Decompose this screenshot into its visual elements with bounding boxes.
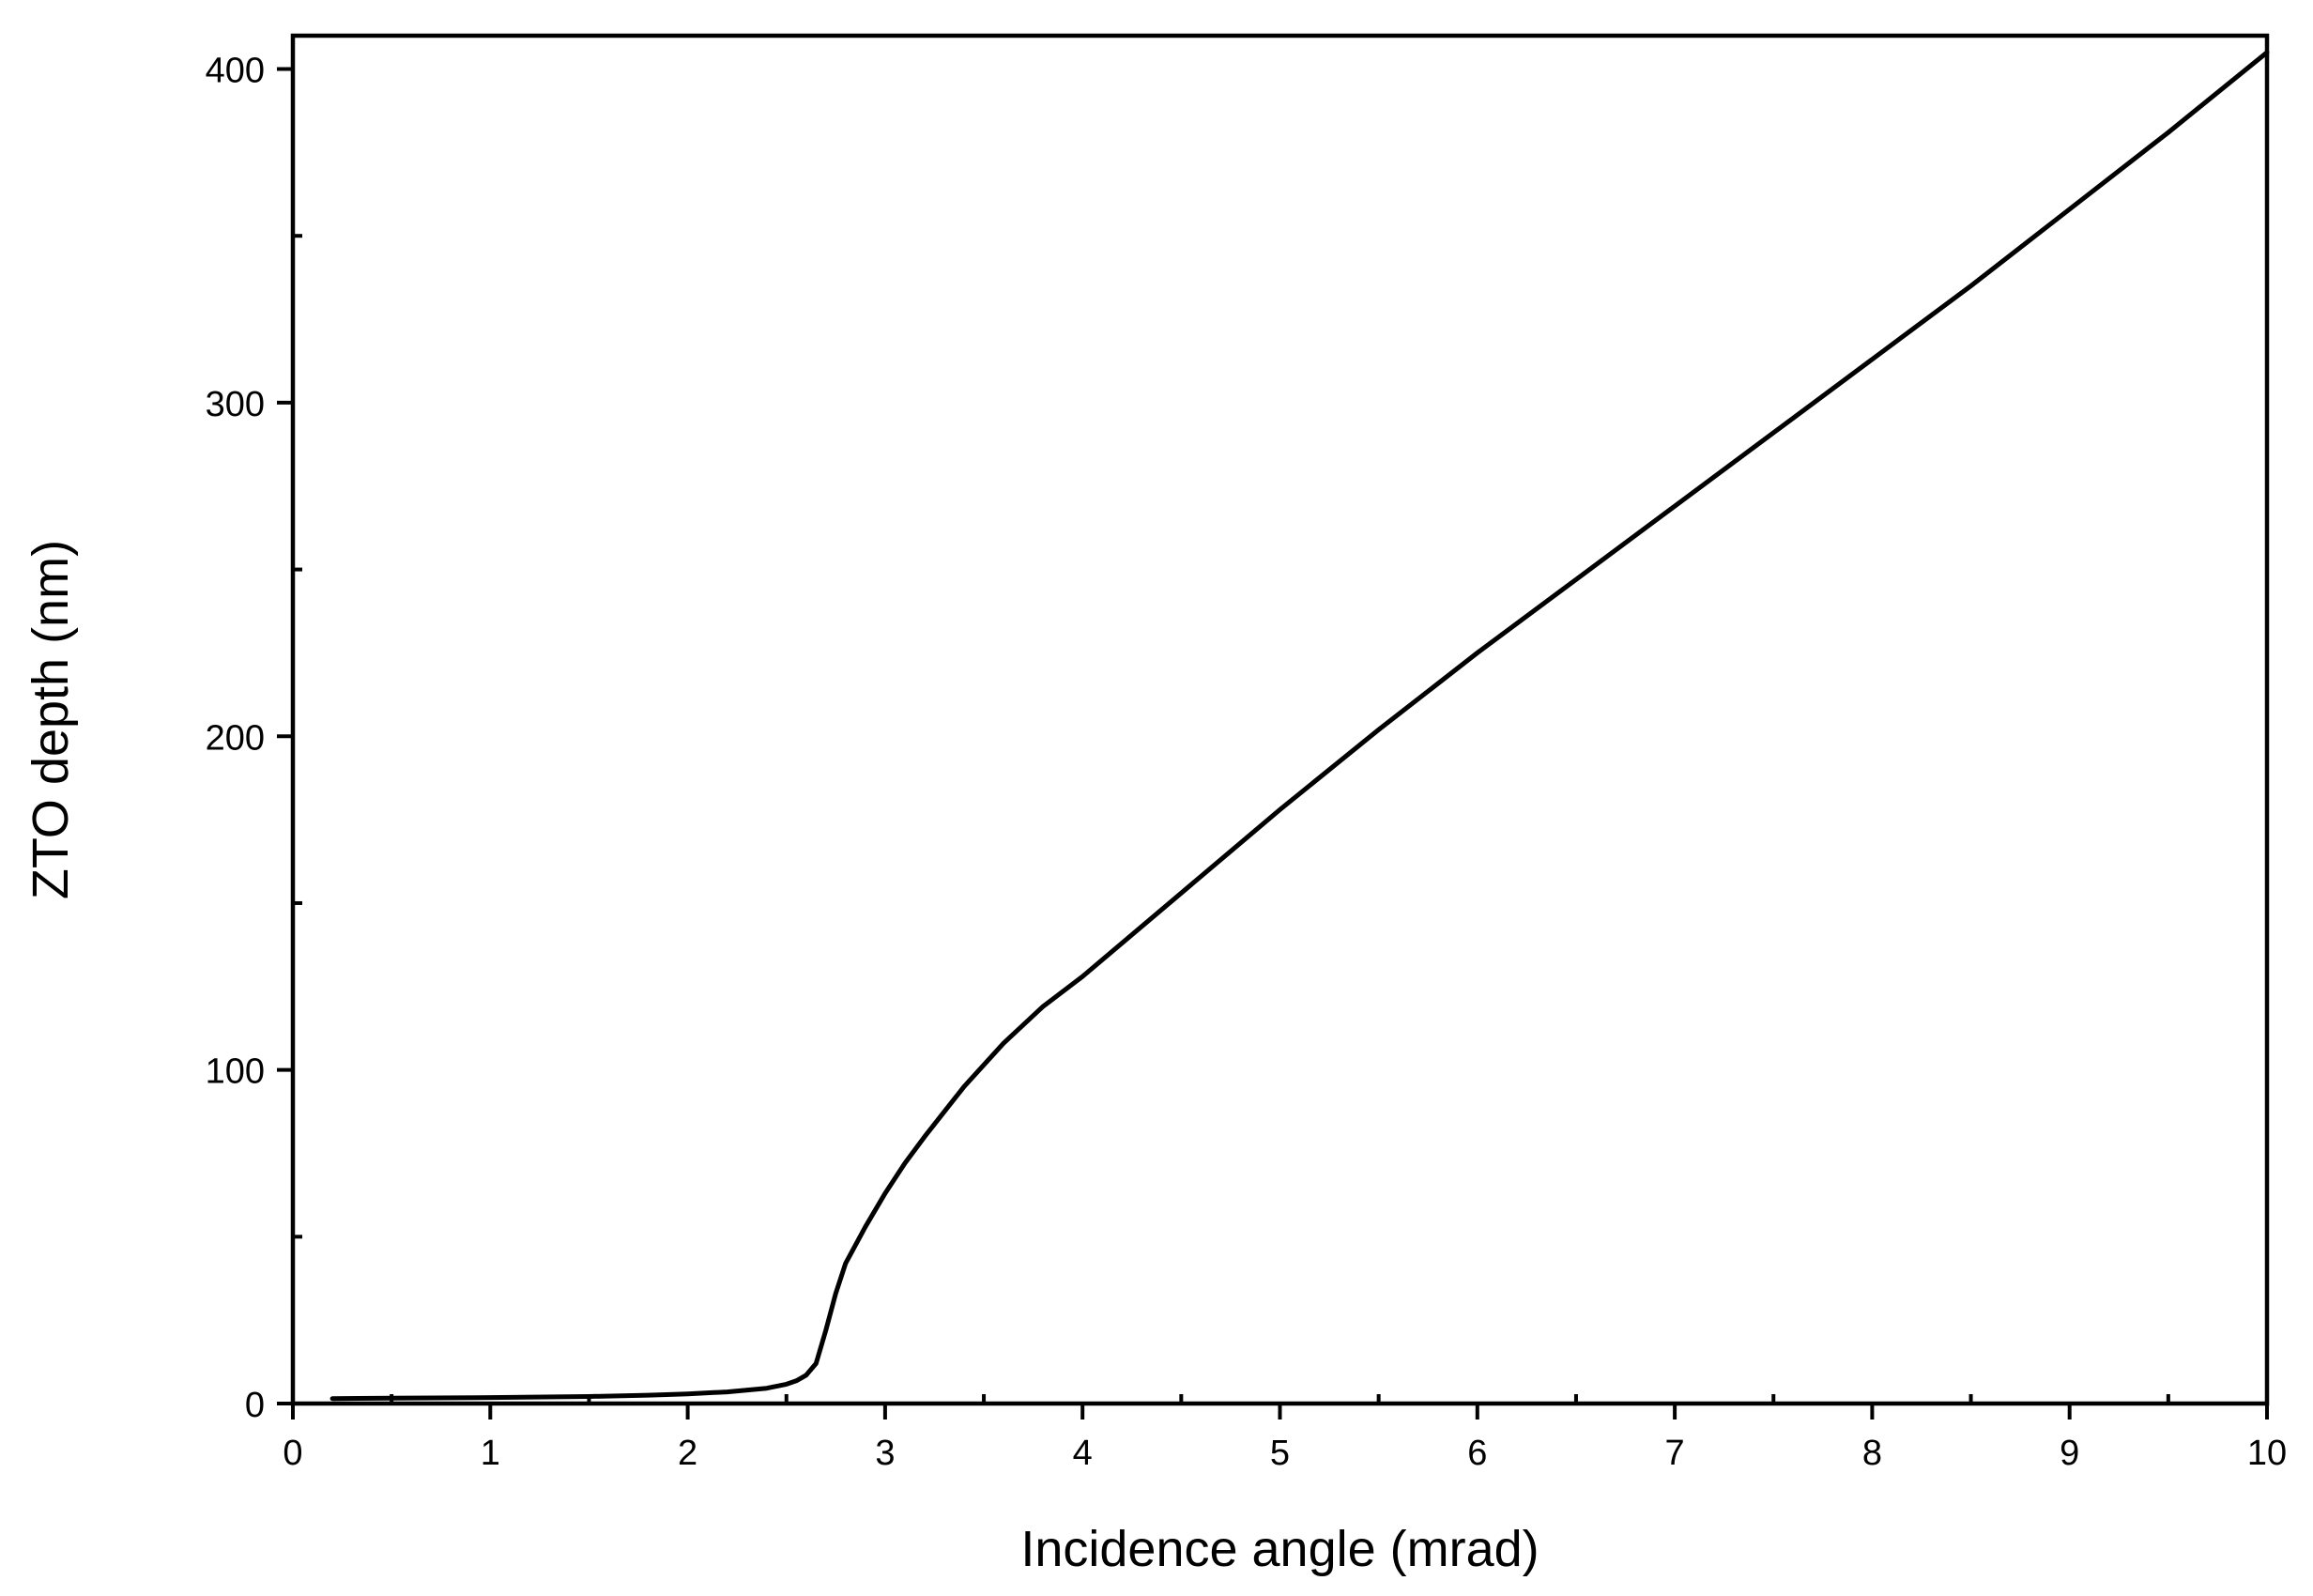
x-tick-label: 10	[2247, 1434, 2287, 1473]
x-tick-label: 1	[481, 1434, 500, 1473]
y-tick-label: 200	[206, 718, 265, 758]
y-axis-title: ZTO depth (nm)	[23, 540, 79, 899]
x-tick-label: 4	[1073, 1434, 1093, 1473]
ticks-layer	[277, 67, 2269, 1420]
y-tick-label: 100	[206, 1052, 265, 1092]
x-tick-label: 8	[1862, 1434, 1882, 1473]
x-axis-title: Incidence angle (mrad)	[1020, 1521, 1539, 1577]
series-line	[329, 50, 2270, 1402]
x-tick-label: 6	[1467, 1434, 1487, 1473]
x-tick-label: 9	[2060, 1434, 2079, 1473]
y-tick-label: 400	[206, 52, 265, 91]
x-tick-label: 0	[283, 1434, 302, 1473]
y-tick-label: 300	[206, 385, 265, 424]
x-tick-label: 2	[678, 1434, 697, 1473]
x-tick-label: 7	[1665, 1434, 1685, 1473]
x-tick-label: 3	[875, 1434, 895, 1473]
x-tick-label: 5	[1270, 1434, 1290, 1473]
y-tick-label: 0	[245, 1386, 265, 1425]
plot-frame	[290, 33, 2270, 1406]
